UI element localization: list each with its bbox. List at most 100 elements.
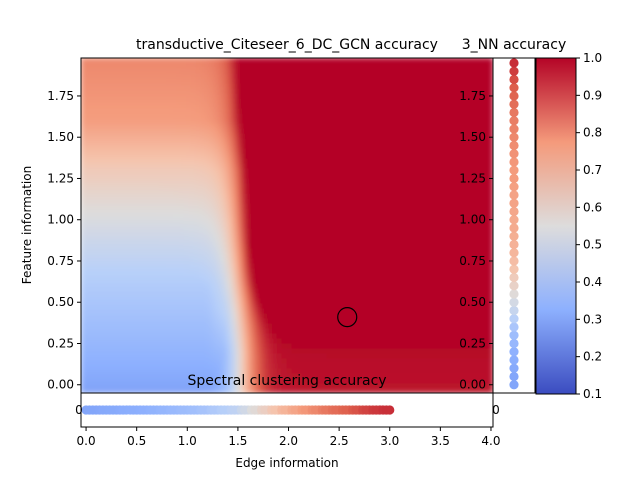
heatmap-cell [442, 117, 449, 124]
heatmap-cell [236, 167, 243, 174]
heatmap-cell [241, 247, 248, 254]
heatmap-cell [407, 347, 414, 354]
heatmap-cell [366, 152, 373, 159]
heatmap-cell [442, 267, 449, 274]
heatmap-cell [256, 277, 263, 284]
heatmap-cell [371, 292, 378, 299]
heatmap-cell [186, 82, 193, 89]
heatmap-cell [206, 257, 213, 264]
heatmap-cell [331, 357, 338, 364]
heatmap-cell [135, 122, 142, 129]
heatmap-cell [216, 262, 223, 269]
heatmap-cell [261, 67, 268, 74]
heatmap-cell [191, 377, 198, 384]
heatmap-cell [356, 242, 363, 249]
heatmap-cell [100, 112, 107, 119]
heatmap-cell [165, 162, 172, 169]
heatmap-cell [251, 177, 258, 184]
heatmap-cell [261, 387, 268, 393]
heatmap-cell [316, 362, 323, 369]
heatmap-cell [422, 92, 429, 99]
heatmap-cell [346, 182, 353, 189]
heatmap-cell [155, 157, 162, 164]
heatmap-cell [417, 232, 424, 239]
heatmap-cell [371, 207, 378, 214]
heatmap-cell [407, 212, 414, 219]
heatmap-cell [447, 72, 454, 79]
heatmap-cell [236, 257, 243, 264]
heatmap-cell [442, 72, 449, 79]
heatmap-cell [392, 197, 399, 204]
heatmap-cell [196, 342, 203, 349]
heatmap-cell [186, 122, 193, 129]
heatmap-cell [81, 312, 87, 319]
heatmap-cell [402, 282, 409, 289]
heatmap-cell [191, 362, 198, 369]
heatmap-cell [376, 327, 383, 334]
heatmap-cell [241, 172, 248, 179]
heatmap-cell [110, 292, 117, 299]
heatmap-cell [115, 112, 122, 119]
heatmap-cell [216, 327, 223, 334]
heatmap-cell [196, 282, 203, 289]
heatmap-cell [351, 237, 358, 244]
heatmap-cell [442, 317, 449, 324]
heatmap-cell [246, 387, 253, 393]
heatmap-cell [311, 157, 318, 164]
heatmap-cell [120, 132, 127, 139]
heatmap-cell [165, 267, 172, 274]
heatmap-cell [241, 222, 248, 229]
heatmap-cell [191, 132, 198, 139]
heatmap-cell [371, 267, 378, 274]
heatmap-cell [186, 257, 193, 264]
heatmap-cell [407, 352, 414, 359]
heatmap-cell [100, 207, 107, 214]
heatmap-cell [386, 167, 394, 174]
heatmap-cell [281, 322, 288, 329]
heatmap-cell [115, 62, 122, 69]
heatmap-cell [427, 97, 434, 104]
heatmap-cell [331, 332, 338, 339]
heatmap-cell [90, 107, 97, 114]
heatmap-cell [412, 187, 419, 194]
heatmap-cell [336, 282, 343, 289]
heatmap-cell [397, 182, 404, 189]
heatmap-cell [226, 222, 233, 229]
heatmap-cell [216, 342, 223, 349]
heatmap-cell [95, 157, 102, 164]
heatmap-cell [105, 307, 112, 314]
heatmap-cell [452, 232, 459, 239]
heatmap-cell [180, 362, 188, 369]
heatmap-cell [301, 117, 308, 124]
heatmap-cell [201, 142, 208, 149]
heatmap-cell [271, 257, 278, 264]
heatmap-cell [442, 122, 449, 129]
heatmap-cell [100, 302, 107, 309]
heatmap-cell [165, 337, 172, 344]
heatmap-cell [427, 62, 434, 69]
heatmap-cell [276, 87, 283, 94]
heatmap-cell [321, 137, 328, 144]
heatmap-cell [336, 262, 343, 269]
heatmap-cell [321, 292, 328, 299]
heatmap-cell [427, 332, 434, 339]
heatmap-cell [371, 262, 378, 269]
heatmap-cell [246, 152, 253, 159]
heatmap-cell [276, 177, 283, 184]
heatmap-cell [251, 367, 258, 374]
heatmap-cell [291, 207, 298, 214]
heatmap-cell [321, 87, 328, 94]
heatmap-cell [261, 377, 268, 384]
heatmap-cell [196, 382, 203, 389]
heatmap-cell [276, 242, 283, 249]
heatmap-cell [165, 122, 172, 129]
heatmap-cell [281, 302, 288, 309]
heatmap-cell [191, 192, 198, 199]
heatmap-cell [196, 347, 203, 354]
heatmap-cell [266, 367, 273, 374]
heatmap-cell [160, 122, 167, 129]
heatmap-cell [135, 187, 142, 194]
heatmap-cell [422, 182, 429, 189]
heatmap-cell [256, 152, 263, 159]
heatmap-cell [301, 367, 308, 374]
